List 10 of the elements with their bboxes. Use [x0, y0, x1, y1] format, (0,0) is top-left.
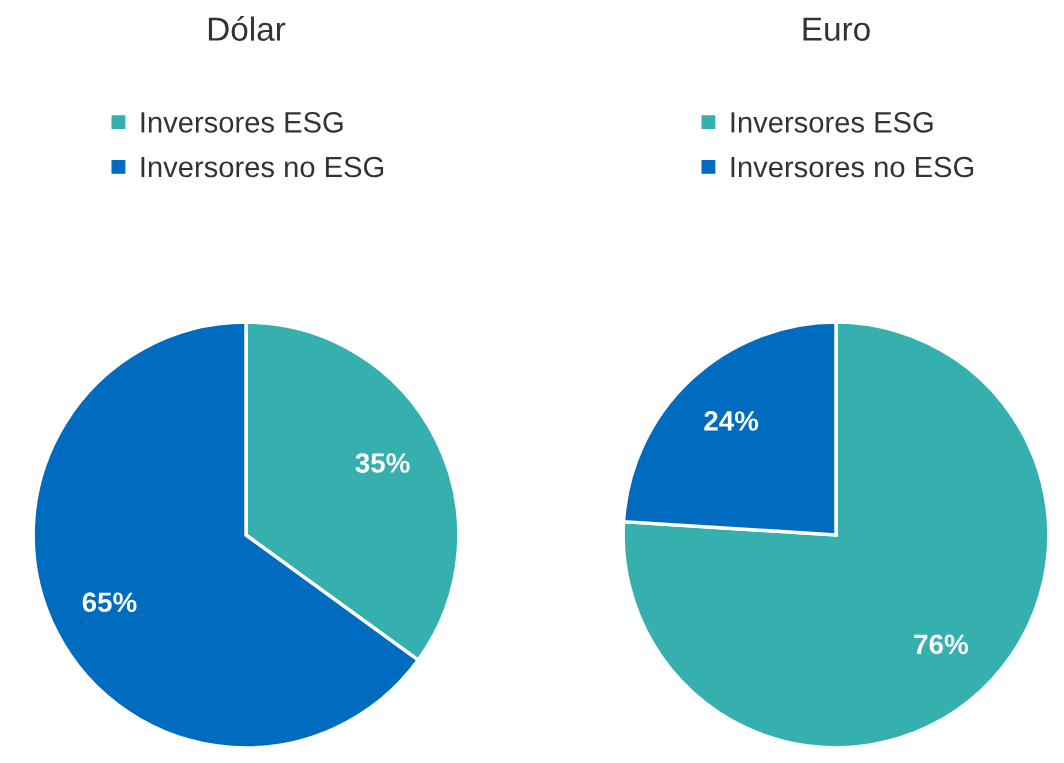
- chart-title: Euro: [803, 17, 870, 41]
- legend-label: Inversores ESG: [141, 112, 343, 133]
- legend-label: Inversores no ESG: [731, 156, 974, 178]
- data-label: 35%: [355, 453, 410, 473]
- legend-label: Inversores ESG: [731, 112, 933, 133]
- data-label: 76%: [914, 634, 968, 655]
- chart-title: Dólar: [208, 16, 286, 41]
- data-label: 65%: [82, 592, 137, 613]
- legend-label: Inversores no ESG: [141, 156, 384, 178]
- data-label: 24%: [704, 411, 759, 431]
